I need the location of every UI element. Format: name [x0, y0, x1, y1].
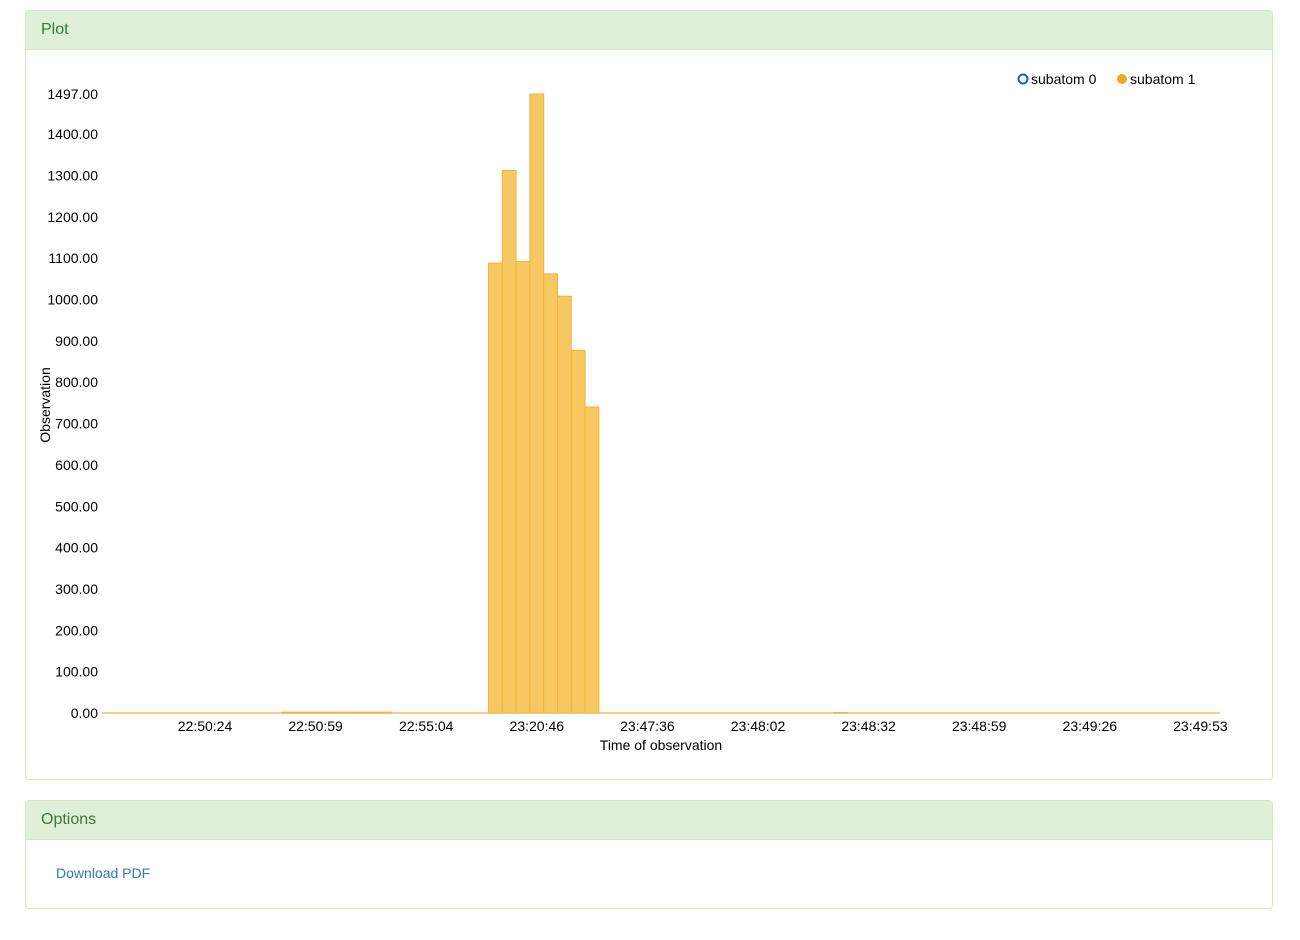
y-axis-ticks: 0.00 100.00 200.00 300.00 400.00 500.00 600.00… — [47, 86, 98, 721]
y-tick-label: 1300.00 — [47, 167, 98, 183]
histogram-bar[interactable] — [501, 169, 517, 714]
legend: subatom 0 subatom 1 — [1017, 71, 1196, 87]
x-tick-label: 23:20:46 — [510, 718, 565, 734]
legend-marker-icon[interactable] — [1017, 73, 1029, 85]
x-axis-ticks: 22:50:24 22:50:59 22:55:04 23:20:46 23:47:36… — [178, 718, 1228, 734]
histogram-bar[interactable] — [377, 711, 393, 714]
histogram-bar[interactable] — [294, 711, 310, 714]
histogram-bar[interactable] — [308, 711, 324, 714]
y-tick-label: 100.00 — [55, 664, 98, 680]
y-tick-label: 1200.00 — [47, 209, 98, 225]
x-tick-label: 22:50:24 — [178, 718, 233, 734]
legend-marker-icon[interactable] — [1117, 74, 1127, 84]
x-tick-label: 23:48:32 — [841, 718, 896, 734]
histogram-bar[interactable] — [529, 93, 545, 714]
plot-panel: Plot 0.00 100.00 200.00 300.00 400.00 500.00 6… — [25, 10, 1273, 780]
histogram-bar[interactable] — [543, 273, 558, 714]
y-tick-label: 400.00 — [55, 540, 98, 556]
histogram-bar[interactable] — [280, 711, 296, 714]
y-tick-label: 300.00 — [55, 581, 98, 597]
x-axis-title: Time of observation — [600, 737, 722, 753]
histogram-bar[interactable] — [833, 712, 848, 714]
y-tick-label: 500.00 — [55, 498, 98, 514]
histogram-bar[interactable] — [363, 711, 379, 714]
histogram-bar[interactable] — [487, 262, 503, 714]
x-tick-label: 22:50:59 — [288, 718, 343, 734]
x-tick-label: 23:49:26 — [1063, 718, 1118, 734]
download-pdf-link[interactable]: Download PDF — [56, 865, 151, 881]
options-panel: Options Download PDF — [25, 800, 1273, 909]
legend-label[interactable]: subatom 0 — [1031, 71, 1097, 87]
histogram-bar[interactable] — [584, 406, 600, 714]
x-tick-label: 22:55:04 — [399, 718, 454, 734]
histogram-chart: 0.00 100.00 200.00 300.00 400.00 500.00 600.00… — [37, 71, 1228, 753]
bars — [280, 93, 848, 714]
histogram-bar[interactable] — [515, 260, 531, 714]
x-tick-label: 23:48:59 — [952, 718, 1007, 734]
histogram-bar[interactable] — [322, 711, 338, 714]
histogram-bar[interactable] — [336, 711, 351, 714]
y-tick-label: 900.00 — [55, 333, 98, 349]
y-tick-label: 600.00 — [55, 457, 98, 473]
y-tick-label: 1497.00 — [47, 86, 98, 102]
y-tick-label: 0.00 — [71, 705, 98, 721]
x-tick-label: 23:49:53 — [1173, 718, 1228, 734]
y-tick-label: 700.00 — [55, 416, 98, 432]
x-tick-label: 23:47:36 — [620, 718, 675, 734]
options-panel-heading: Options — [26, 801, 1272, 840]
histogram-bar[interactable] — [570, 349, 586, 714]
histogram-bar[interactable] — [556, 295, 572, 714]
y-axis-title: Observation — [37, 367, 53, 442]
histogram-bar[interactable] — [349, 711, 365, 714]
y-tick-label: 200.00 — [55, 622, 98, 638]
y-tick-label: 1100.00 — [48, 250, 98, 266]
legend-label[interactable]: subatom 1 — [1130, 71, 1196, 87]
y-tick-label: 800.00 — [55, 374, 98, 390]
y-tick-label: 1400.00 — [47, 126, 98, 142]
y-tick-label: 1000.00 — [47, 292, 98, 308]
x-tick-label: 23:48:02 — [731, 718, 786, 734]
plot-panel-heading: Plot — [26, 11, 1272, 50]
